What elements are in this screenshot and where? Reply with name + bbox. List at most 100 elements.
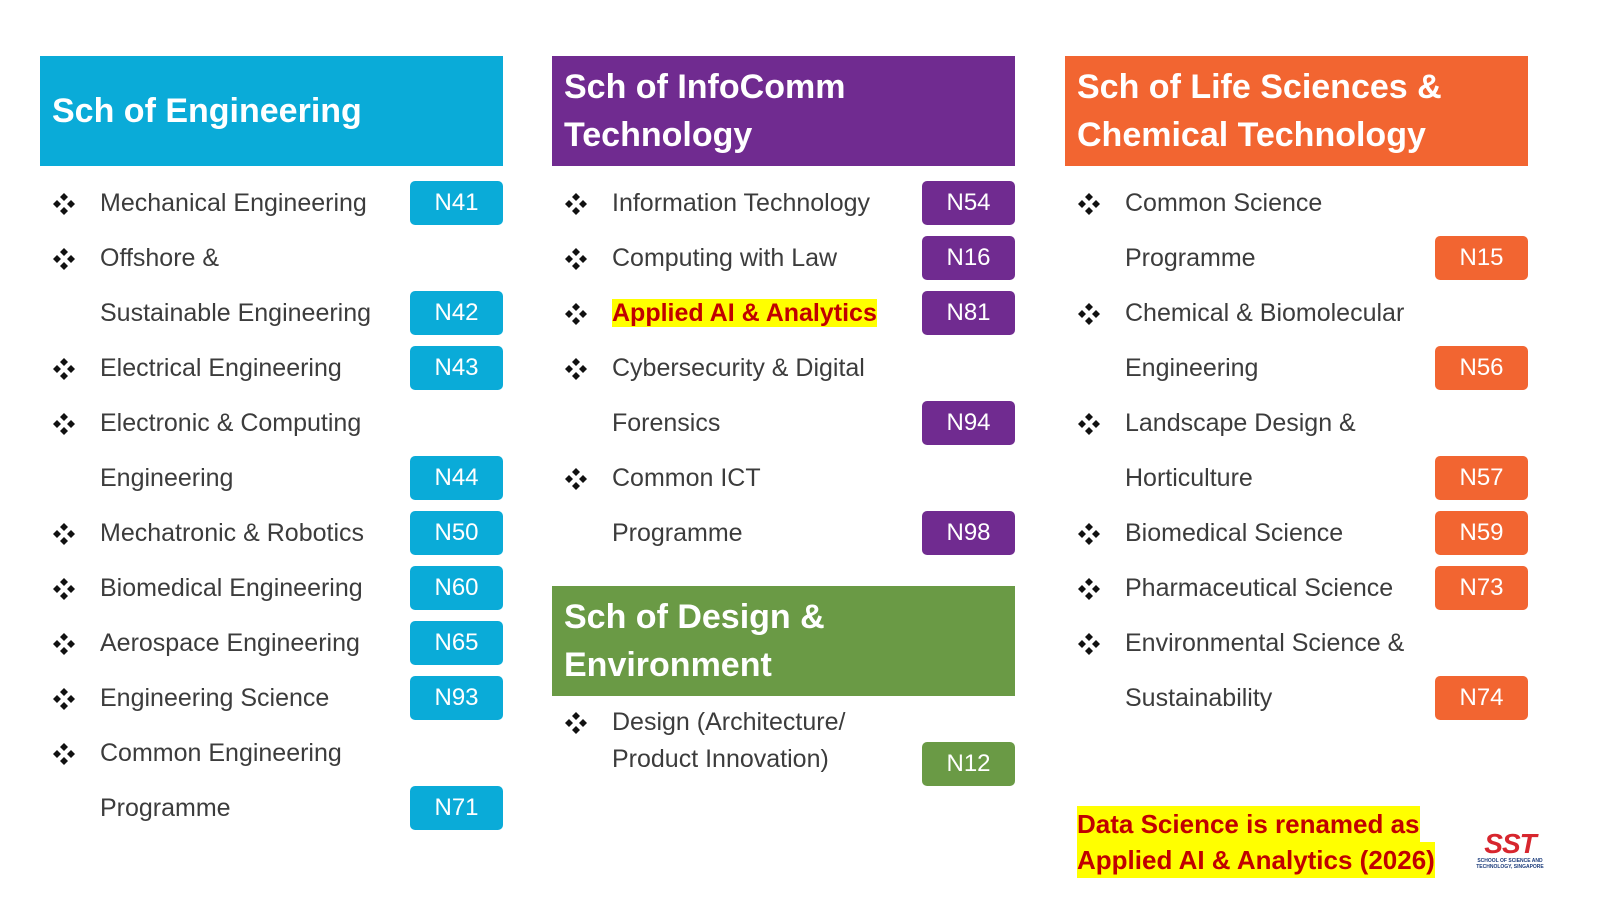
- bullet-icon: [1078, 302, 1100, 325]
- bullet: [40, 616, 100, 671]
- column: Sch of Life Sciences & Chemical Technolo…: [1065, 56, 1528, 726]
- course-name: Biomedical Science: [1125, 506, 1435, 561]
- bullet: [40, 726, 100, 781]
- course-name: Common Science Programme: [1125, 176, 1435, 286]
- course-code: N12: [922, 742, 1015, 786]
- course-line-wrap: Common Science: [1125, 176, 1435, 231]
- bullet: [1065, 286, 1125, 341]
- bullet: [40, 396, 100, 451]
- course-line-wrap: Cybersecurity & Digital: [612, 341, 922, 396]
- course-name: Pharmaceutical Science: [1125, 561, 1435, 616]
- course-name: Design (Architecture/Product Innovation): [612, 704, 922, 778]
- note-line: Data Science is renamed as: [1077, 806, 1420, 842]
- bullet-icon: [565, 247, 587, 270]
- note-line-wrap: Data Science is renamed as: [1077, 806, 1435, 842]
- course: Offshore & Sustainable Engineering N42: [40, 231, 503, 341]
- course-code: N60: [410, 566, 503, 610]
- bullet-icon: [53, 632, 75, 655]
- course-line-wrap: Biomedical Science: [1125, 506, 1435, 561]
- course-name: Environmental Science & Sustainability: [1125, 616, 1435, 726]
- bullet: [40, 506, 100, 561]
- bullet-icon: [53, 357, 75, 380]
- course-line: Biomedical Engineering: [100, 574, 363, 602]
- school: Sch of InfoComm Technology Information Te…: [552, 56, 1015, 561]
- course: Landscape Design & Horticulture N57: [1065, 396, 1528, 506]
- school: Sch of Engineering Mechanical Engineering…: [40, 56, 503, 836]
- course-line-wrap: Computing with Law: [612, 231, 922, 286]
- school-header: Sch of Design & Environment: [552, 586, 1015, 696]
- course-line: Information Technology: [612, 189, 871, 217]
- course-line-wrap: Information Technology: [612, 176, 922, 231]
- bullet: [552, 176, 612, 231]
- course: Design (Architecture/Product Innovation)…: [552, 704, 1015, 786]
- course-line-wrap: Electronic & Computing: [100, 396, 410, 451]
- logo: SST SCHOOL OF SCIENCE AND TECHNOLOGY, SIN…: [1460, 830, 1560, 871]
- course-line-wrap: Pharmaceutical Science: [1125, 561, 1435, 616]
- course-name: Applied AI & Analytics: [612, 286, 922, 341]
- course-line: Engineering: [1125, 354, 1259, 382]
- course-name: Mechanical Engineering: [100, 176, 410, 231]
- bullet-icon: [53, 412, 75, 435]
- course-name: Common Engineering Programme: [100, 726, 410, 836]
- note: Data Science is renamed as Applied AI & A…: [1077, 806, 1435, 878]
- bullet-icon: [53, 687, 75, 710]
- course-line-wrap: Landscape Design &: [1125, 396, 1435, 451]
- course: Mechatronic & Robotics N50: [40, 506, 503, 561]
- course-line-wrap: Programme: [1125, 231, 1435, 286]
- course: Chemical & Biomolecular Engineering N56: [1065, 286, 1528, 396]
- course-line-wrap: Common Engineering: [100, 726, 410, 781]
- course-line: Mechatronic & Robotics: [100, 519, 365, 547]
- course-line: Product Innovation): [612, 745, 829, 773]
- course-line-wrap: Mechanical Engineering: [100, 176, 410, 231]
- course-code: N41: [410, 181, 503, 225]
- bullet-icon: [565, 711, 587, 734]
- bullet-icon: [53, 522, 75, 545]
- course-line-wrap: Electrical Engineering: [100, 341, 410, 396]
- bullet-icon: [565, 302, 587, 325]
- course-line: Biomedical Science: [1125, 519, 1344, 547]
- course: Common ICT Programme N98: [552, 451, 1015, 561]
- course: Aerospace Engineering N65: [40, 616, 503, 671]
- course-name: Electronic & Computing Engineering: [100, 396, 410, 506]
- school-header: Sch of Life Sciences & Chemical Technolo…: [1065, 56, 1528, 166]
- note-line-wrap: Applied AI & Analytics (2026): [1077, 842, 1435, 878]
- course-line: Common Engineering: [100, 739, 342, 767]
- course-code: N81: [922, 291, 1015, 335]
- course-line-wrap: Programme: [100, 781, 410, 836]
- bullet-icon: [1078, 522, 1100, 545]
- course-line-wrap: Mechatronic & Robotics: [100, 506, 410, 561]
- course-line-wrap: Offshore &: [100, 231, 410, 286]
- course-line: Electrical Engineering: [100, 354, 342, 382]
- course: Environmental Science & Sustainability N74: [1065, 616, 1528, 726]
- course-line: Programme: [612, 519, 743, 547]
- bullet-icon: [53, 742, 75, 765]
- bullet: [1065, 561, 1125, 616]
- course-line-wrap: Sustainable Engineering: [100, 286, 410, 341]
- course-line-wrap: Common ICT: [612, 451, 922, 506]
- bullet-icon: [1078, 192, 1100, 215]
- course-line-wrap: Sustainability: [1125, 671, 1435, 726]
- course-list: Mechanical Engineering N41 Offshore & Susta…: [40, 166, 503, 836]
- course-code: N50: [410, 511, 503, 555]
- bullet-icon: [1078, 412, 1100, 435]
- course-code: N56: [1435, 346, 1528, 390]
- course-code: N42: [410, 291, 503, 335]
- course-line: Engineering: [100, 464, 234, 492]
- course-line: Programme: [1125, 244, 1256, 272]
- course-name: Engineering Science: [100, 671, 410, 726]
- bullet: [552, 704, 612, 741]
- bullet: [40, 561, 100, 616]
- bullet-icon: [53, 247, 75, 270]
- course-line-wrap: Engineering: [1125, 341, 1435, 396]
- course-code: N94: [922, 401, 1015, 445]
- course-code: N59: [1435, 511, 1528, 555]
- course-code: N73: [1435, 566, 1528, 610]
- course-line: Landscape Design &: [1125, 409, 1356, 437]
- school: Sch of Design & Environment Design (Archi…: [552, 586, 1015, 786]
- bullet-icon: [565, 467, 587, 490]
- course-code: N54: [922, 181, 1015, 225]
- course: Electrical Engineering N43: [40, 341, 503, 396]
- course-code: N57: [1435, 456, 1528, 500]
- course-code: N65: [410, 621, 503, 665]
- course-line-wrap: Applied AI & Analytics: [612, 286, 922, 341]
